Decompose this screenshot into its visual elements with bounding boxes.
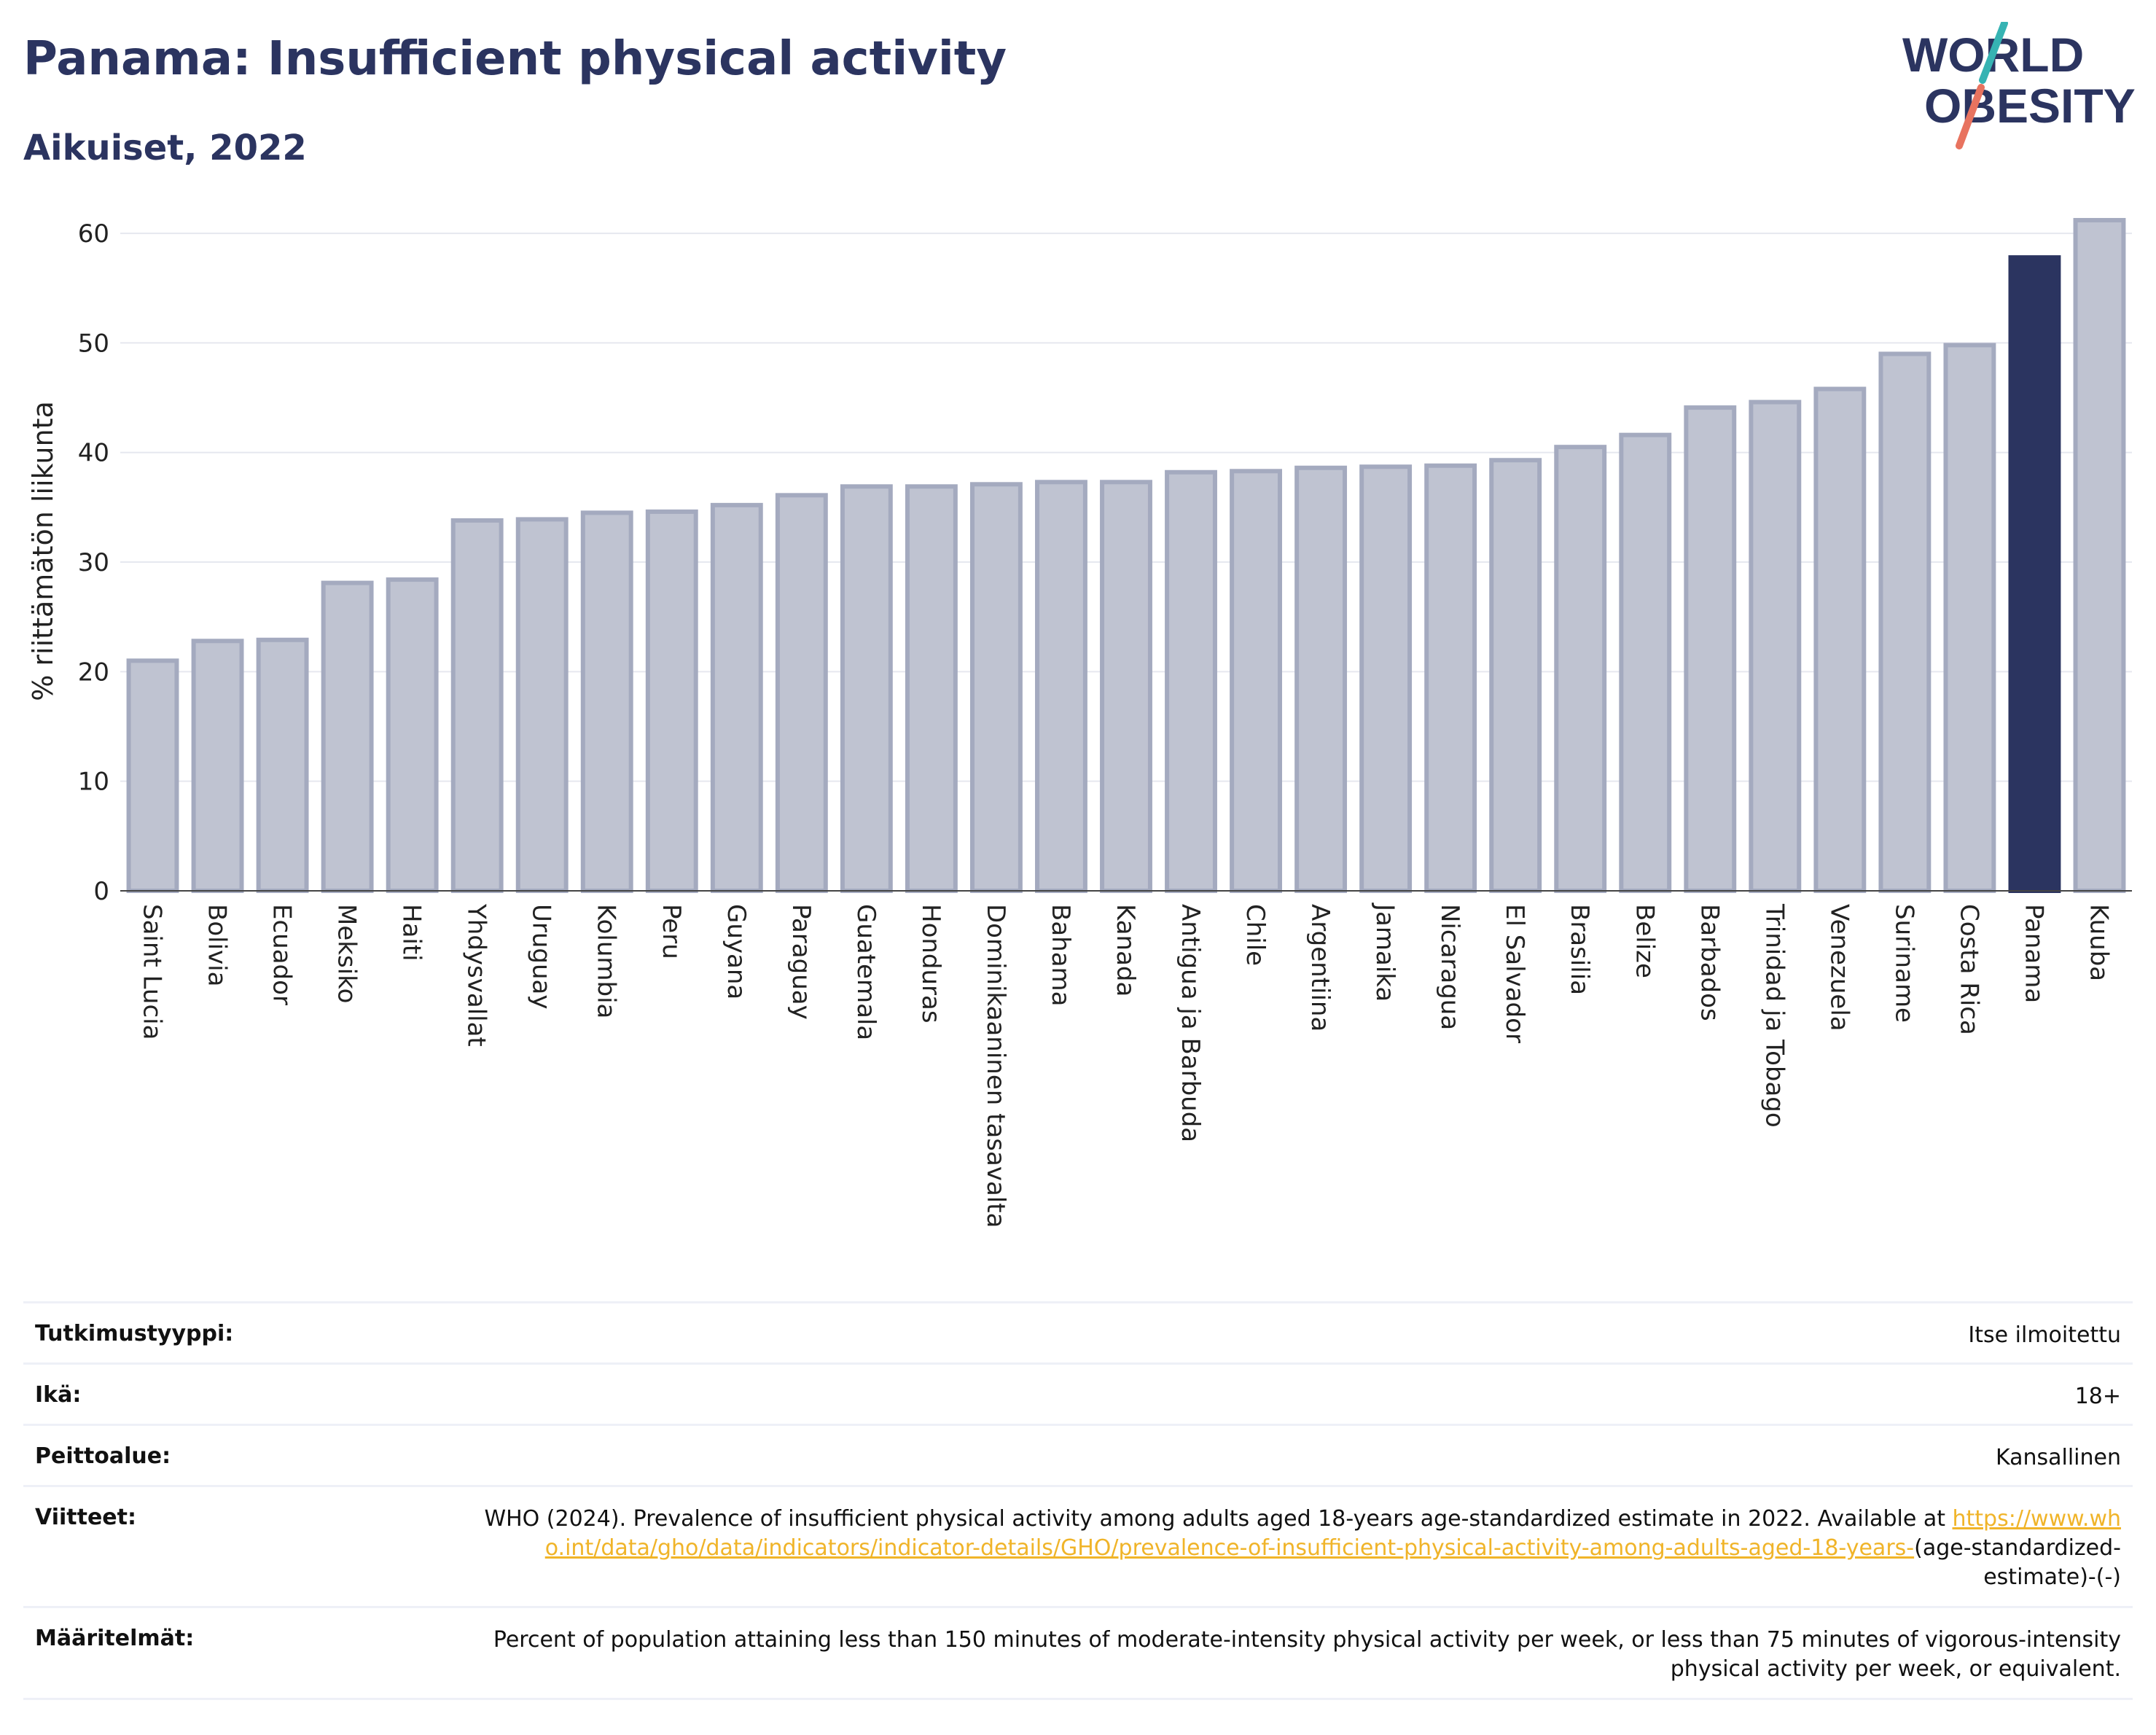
y-tick-label: 40: [78, 439, 109, 468]
coverage-label: Peittoalue:: [35, 1443, 171, 1469]
metadata-table: Tutkimustyyppi: Itse ilmoitettu Ikä: 18+…: [23, 1301, 2133, 1700]
bar: [710, 502, 763, 893]
bar: [1619, 432, 1672, 893]
metadata-row-coverage: Peittoalue: Kansallinen: [23, 1426, 2133, 1487]
references-label: Viitteet:: [35, 1505, 136, 1530]
y-tick-label: 50: [78, 329, 109, 358]
x-tick-label: Bolivia: [203, 904, 232, 986]
x-tick-label: Argentiina: [1305, 904, 1335, 1032]
study-type-label: Tutkimustyyppi:: [35, 1321, 234, 1346]
bar: [1294, 465, 1348, 893]
metadata-row-definitions: Määritelmät: Percent of population attai…: [23, 1608, 2133, 1700]
references-text: WHO (2024). Prevalence of insufficient p…: [484, 1506, 1945, 1532]
world-obesity-logo: WORLD OBESITY: [1902, 22, 2136, 149]
metadata-row-study-type: Tutkimustyyppi: Itse ilmoitettu: [23, 1303, 2133, 1365]
x-tick-label: Honduras: [916, 904, 945, 1024]
bar: [1100, 480, 1152, 893]
x-tick-label: Trinidad ja Tobago: [1759, 903, 1789, 1128]
metadata-row-references: Viitteet: WHO (2024). Prevalence of insu…: [23, 1487, 2133, 1608]
y-axis-label: % riittämätön liikunta: [27, 401, 59, 701]
y-tick-label: 20: [78, 658, 109, 687]
x-tick-label: Paraguay: [786, 904, 816, 1020]
bar: [450, 518, 504, 893]
x-tick-label: Jamaika: [1370, 902, 1399, 1002]
bar: [1943, 343, 1996, 893]
metadata-row-age: Ikä: 18+: [23, 1365, 2133, 1426]
x-tick-label: Haiti: [397, 904, 426, 962]
definitions-value: Percent of population attaining less tha…: [493, 1627, 2121, 1682]
bar: [1424, 463, 1477, 893]
x-tick-label: Guyana: [722, 904, 751, 999]
x-tick-label: Uruguay: [527, 904, 556, 1010]
bar: [321, 580, 374, 894]
logo-slash-teal: [1979, 22, 2008, 84]
x-tick-label: Bahama: [1046, 904, 1075, 1007]
age-value: 18+: [2074, 1384, 2121, 1409]
logo-slash-coral: [1956, 84, 1985, 149]
y-tick-label: 30: [78, 548, 109, 577]
x-tick-label: Chile: [1241, 904, 1270, 966]
bar: [386, 577, 439, 893]
study-type-value: Itse ilmoitettu: [1968, 1322, 2121, 1348]
x-tick-label: Meksiko: [332, 904, 362, 1003]
bar: [580, 510, 633, 893]
definitions-label: Määritelmät:: [35, 1626, 195, 1651]
bar: [775, 493, 828, 893]
bar-chart: 0 10 20 30 40 50 60 % riittämätön liikunta Saint…: [27, 218, 2132, 1228]
age-label: Ikä:: [35, 1382, 82, 1408]
x-tick-label: Venezuela: [1824, 904, 1854, 1032]
x-tick-label: Barbados: [1695, 904, 1724, 1021]
bar-highlight: [2008, 255, 2061, 893]
bar: [2073, 218, 2126, 893]
bar: [1165, 469, 1217, 893]
bar: [1878, 351, 1932, 893]
bar: [905, 484, 958, 893]
bar: [645, 509, 698, 893]
x-tick-label: Panama: [2019, 904, 2048, 1003]
x-tick-label: Kanada: [1111, 904, 1140, 997]
x-tick-label: Nicaragua: [1435, 904, 1464, 1030]
bar: [256, 637, 309, 893]
x-tick-label: Belize: [1630, 904, 1659, 978]
x-tick-label: Suriname: [1889, 904, 1918, 1023]
bar: [1489, 458, 1542, 893]
chart-title: Panama: Insufficient physical activity: [23, 32, 1007, 86]
chart-subtitle: Aikuiset, 2022: [23, 128, 307, 168]
bar: [1813, 386, 1867, 893]
x-tick-label: Costa Rica: [1954, 904, 1983, 1035]
y-tick-label: 10: [78, 768, 109, 797]
references-value: WHO (2024). Prevalence of insufficient p…: [474, 1505, 2121, 1592]
bar: [1035, 480, 1087, 893]
bar: [969, 482, 1023, 893]
bar: [1684, 405, 1737, 893]
x-tick-label: Kolumbia: [592, 904, 621, 1018]
bar: [1554, 445, 1607, 893]
x-tick-label: Kuuba: [2084, 904, 2113, 981]
x-tick-label: Dominikaaninen tasavalta: [981, 904, 1010, 1228]
x-tick-label: El Salvador: [1500, 904, 1529, 1043]
x-tick-label: Ecuador: [267, 904, 297, 1005]
y-tick-label: 0: [93, 877, 109, 906]
references-link[interactable]: https://www.who.int/data/gho/data/indica…: [544, 1506, 2121, 1561]
logo-word-obesity: OBESITY: [1924, 79, 2136, 133]
x-tick-label: Yhdysvallat: [462, 903, 491, 1047]
x-tick-label: Antigua ja Barbuda: [1176, 904, 1205, 1142]
references-suffix: (age-standardized-estimate)-(-): [1914, 1535, 2121, 1590]
x-tick-label: Peru: [657, 904, 686, 959]
coverage-value: Kansallinen: [1995, 1445, 2121, 1470]
bar: [126, 658, 179, 893]
y-tick-label: 60: [78, 219, 109, 249]
x-tick-label: Guatemala: [851, 904, 880, 1040]
x-tick-label: Saint Lucia: [138, 904, 167, 1040]
bar: [515, 517, 569, 893]
bar: [1230, 469, 1283, 893]
x-tick-label: Brasilia: [1565, 904, 1594, 995]
bar: [840, 484, 893, 893]
bar: [1359, 464, 1413, 893]
bar: [191, 639, 244, 893]
bar: [1749, 399, 1802, 893]
